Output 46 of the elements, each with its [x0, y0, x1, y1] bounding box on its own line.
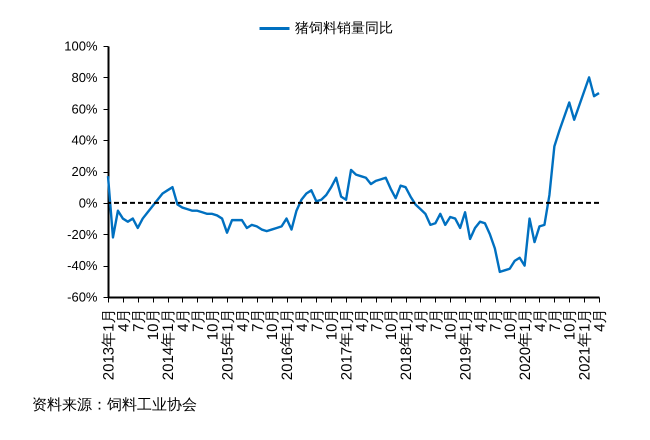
y-tick-label: -40%	[67, 258, 98, 274]
x-tick-label: 2014年1月	[160, 308, 178, 380]
x-tick-label: 10月	[145, 308, 162, 340]
y-tick-label: 60%	[71, 101, 98, 116]
x-tick-label: 10月	[383, 308, 400, 340]
y-tick-label: -60%	[67, 290, 98, 304]
x-tick-label: 7月	[130, 308, 148, 332]
x-tick-label: 10月	[442, 308, 460, 340]
x-tick-label: 4月	[174, 308, 192, 332]
x-tick-label: 4月	[532, 308, 549, 332]
x-tick-label: 7月	[428, 308, 445, 332]
y-tick-label: 100%	[64, 38, 98, 54]
x-tick-label: 7月	[190, 308, 207, 332]
x-tick-label: 2015年1月	[220, 308, 237, 380]
x-tick-label: 4月	[472, 308, 490, 332]
x-tick-label: 4月	[294, 308, 311, 332]
x-tick-label: 7月	[546, 308, 564, 332]
x-tick-label: 2017年1月	[338, 308, 356, 380]
x-tick-label: 4月	[592, 308, 608, 332]
x-tick-label: 2016年1月	[279, 308, 296, 380]
legend-label: 猪饲料销量同比	[295, 20, 393, 36]
x-tick-label: 10月	[204, 308, 222, 340]
x-tick-label: 7月	[487, 308, 504, 332]
x-tick-label: 4月	[234, 308, 252, 332]
x-tick-label: 2020年1月	[517, 308, 534, 380]
x-tick-label: 4月	[353, 308, 370, 332]
x-tick-label: 10月	[562, 308, 579, 340]
y-tick-label: 20%	[71, 164, 98, 179]
x-tick-label: 2018年1月	[398, 308, 416, 380]
y-tick-label: 40%	[71, 132, 98, 148]
x-tick-label: 2019年1月	[458, 308, 475, 380]
x-tick-label: 10月	[502, 308, 520, 340]
x-tick-label: 2021年1月	[576, 308, 594, 380]
x-tick-label: 7月	[249, 308, 266, 332]
x-tick-label: 2013年1月	[100, 308, 118, 380]
text: 资料来源：饲料工业协会	[32, 396, 197, 414]
x-tick-label: 7月	[308, 308, 326, 332]
x-tick-label: 4月	[115, 308, 132, 332]
line-series	[106, 76, 600, 274]
y-tick-label: 0%	[78, 195, 98, 210]
x-tick-label: 4月	[412, 308, 430, 332]
x-tick-label: 10月	[324, 308, 341, 340]
x-tick-label: 7月	[368, 308, 386, 332]
y-tick-label: 80%	[71, 70, 98, 85]
x-tick-label: 10月	[264, 308, 282, 340]
y-tick-label: -20%	[67, 226, 98, 242]
